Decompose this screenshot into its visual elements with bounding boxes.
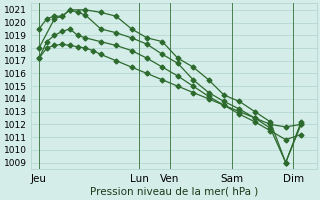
X-axis label: Pression niveau de la mer( hPa ): Pression niveau de la mer( hPa ): [90, 187, 258, 197]
